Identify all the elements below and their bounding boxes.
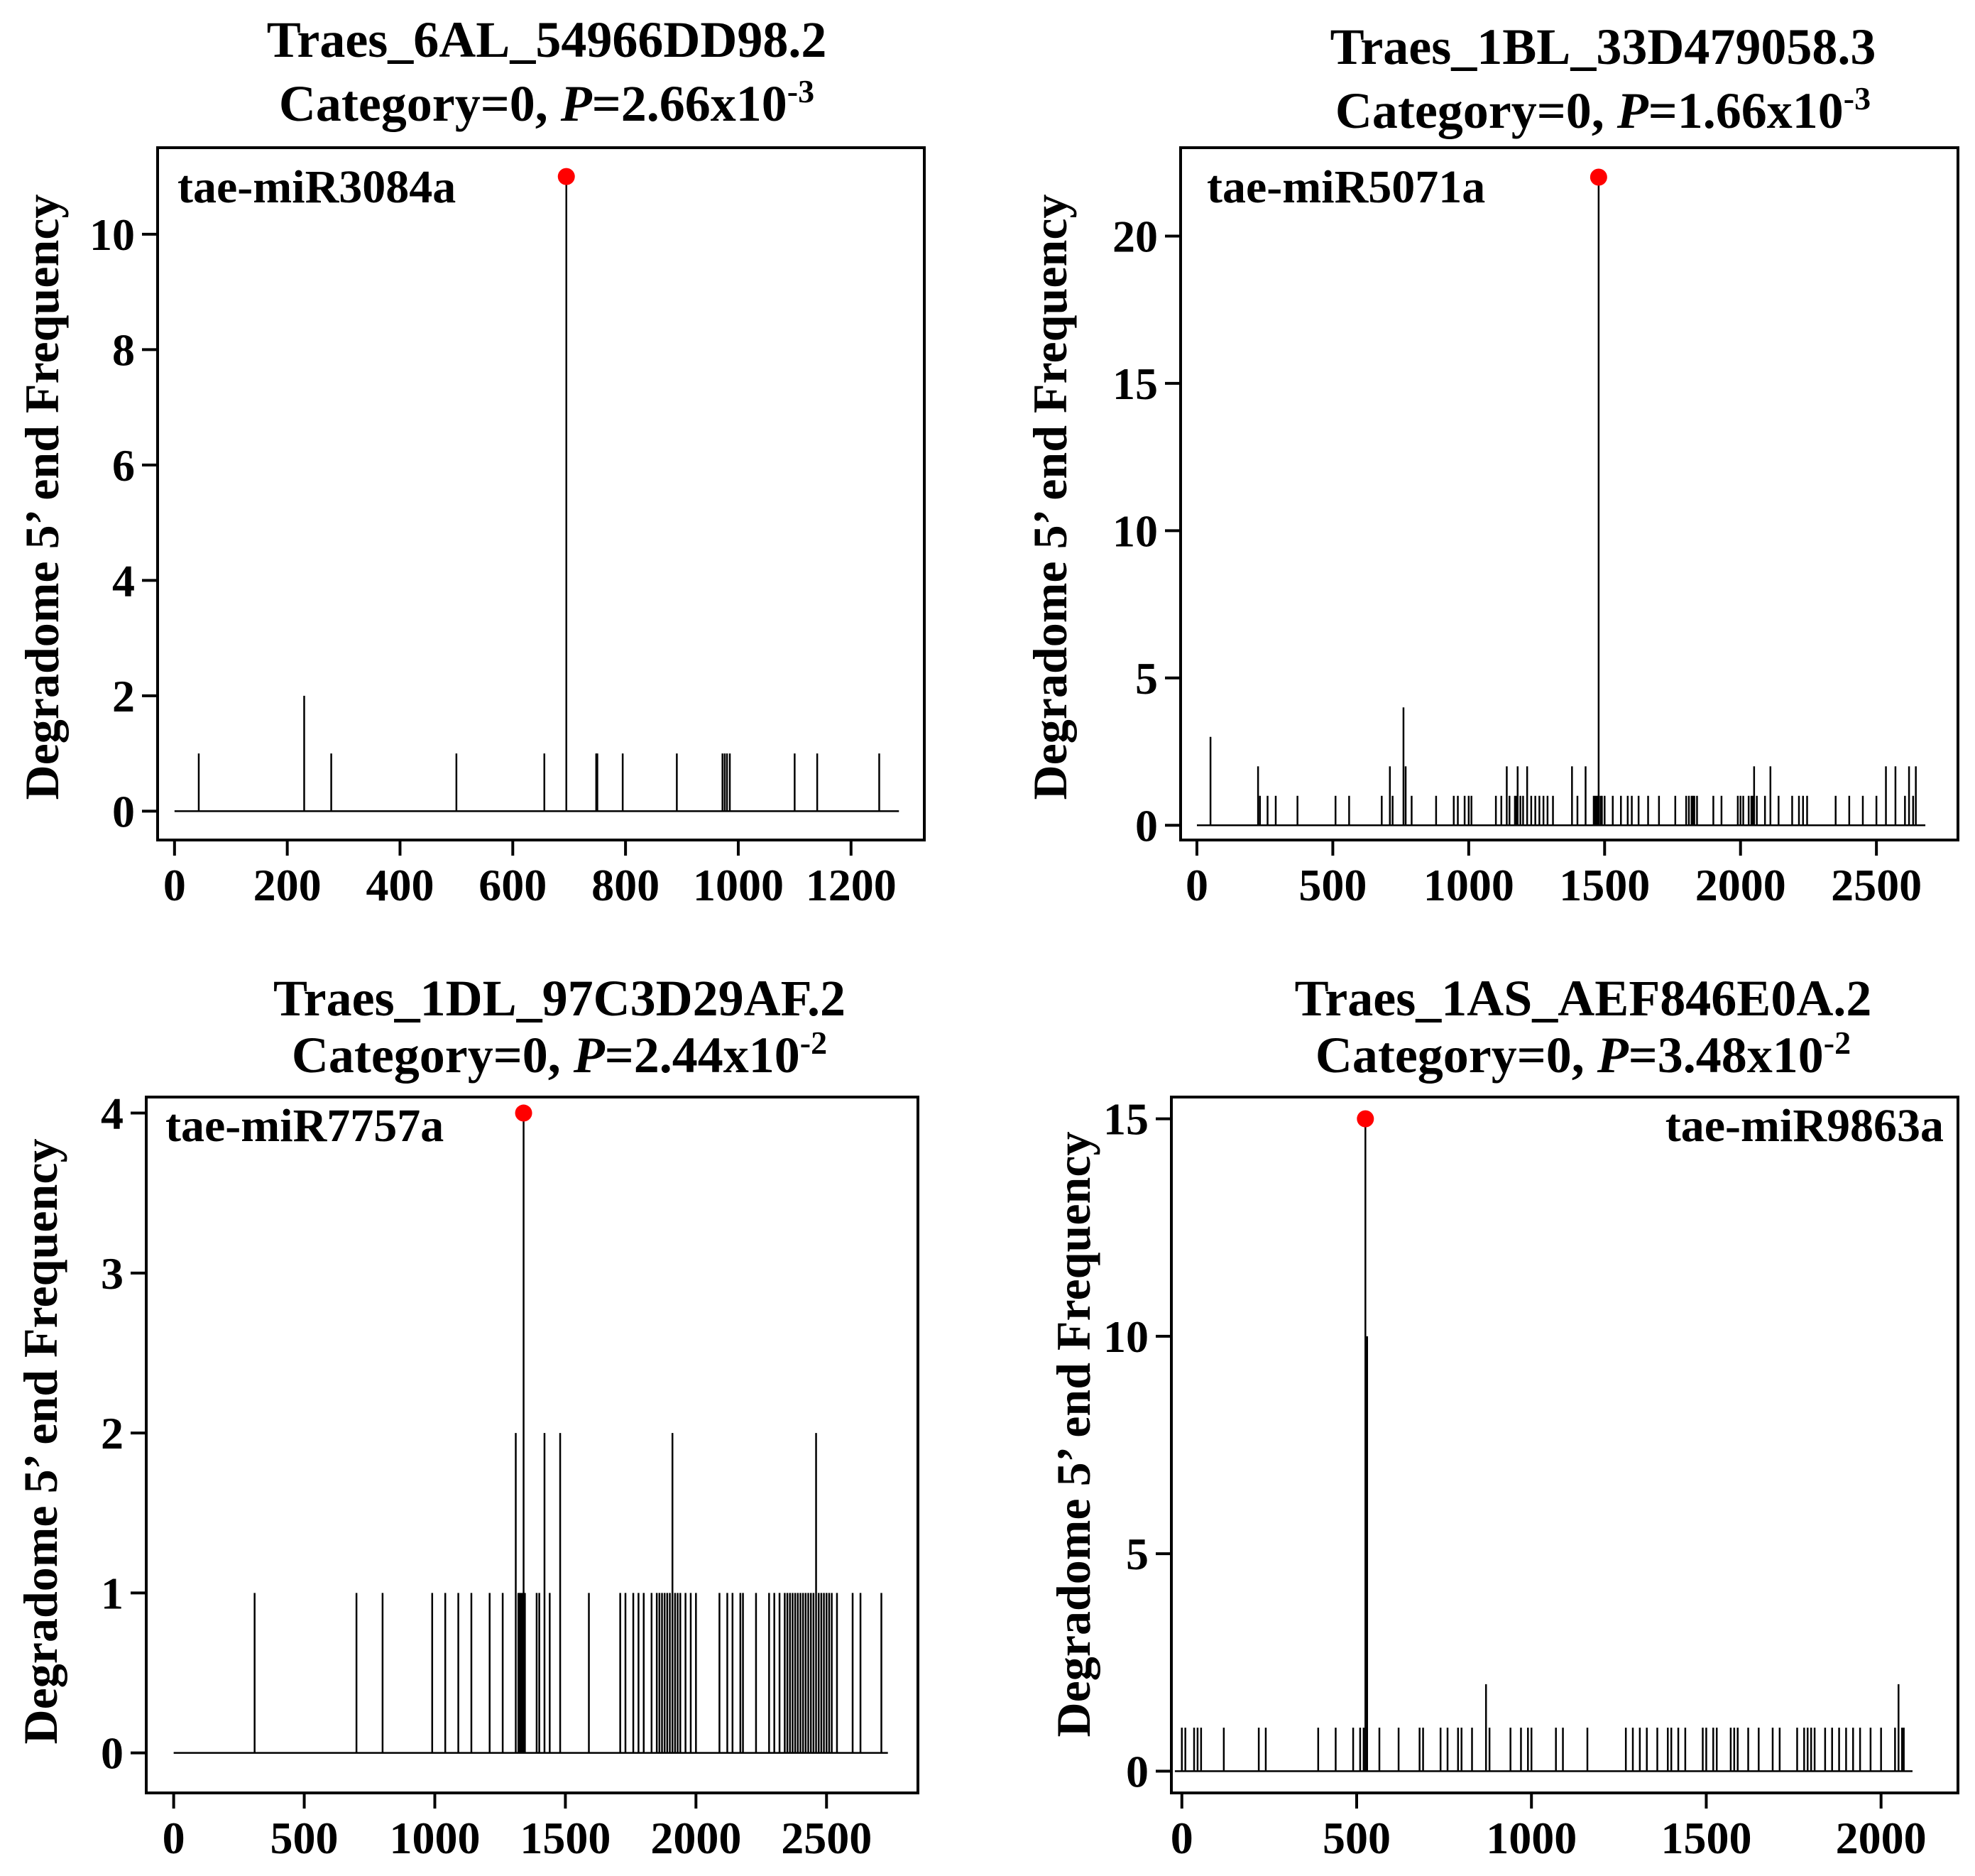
p-value: =2.66x10: [592, 75, 787, 132]
cleavage-site-marker: [1590, 168, 1607, 186]
x-tick-label: 2000: [1836, 1813, 1927, 1863]
plot-frame: [1179, 146, 1959, 841]
y-tick-label: 5: [1135, 653, 1158, 704]
x-tick-label: 500: [1298, 860, 1367, 910]
y-tick-label: 0: [112, 786, 135, 836]
y-tick-label: 15: [1112, 359, 1158, 409]
y-tick-label: 2: [101, 1408, 124, 1458]
x-tick-label: 0: [163, 860, 186, 910]
x-tick-label: 500: [270, 1813, 339, 1863]
x-tick-label: 1000: [693, 860, 784, 910]
x-tick-label: 2500: [781, 1813, 872, 1863]
y-tick-label: 20: [1112, 211, 1158, 261]
p-value: =1.66x10: [1648, 82, 1844, 139]
mirna-label: tae-miR5071a: [1207, 161, 1485, 213]
plot-frame: [145, 1096, 919, 1794]
p-value: =3.48x10: [1629, 1027, 1824, 1084]
mirna-label: tae-miR7757a: [165, 1100, 444, 1152]
y-tick-label: 0: [1135, 800, 1158, 851]
y-tick-label: 10: [1103, 1311, 1149, 1362]
chart-subtitle: Category=0, P=2.66x10-3: [279, 73, 814, 132]
x-tick-label: 1500: [1559, 860, 1650, 910]
category-text: Category=0,: [1335, 82, 1617, 139]
x-tick-label: 600: [478, 860, 547, 910]
x-tick-label: 2500: [1831, 860, 1922, 910]
chart-title: Traes_1DL_97C3D29AF.2: [273, 970, 846, 1027]
cleavage-site-marker: [515, 1104, 532, 1122]
y-tick-label: 10: [89, 209, 135, 260]
chart-title: Traes_6AL_54966DD98.2: [267, 11, 827, 68]
p-symbol: P: [560, 75, 593, 132]
y-tick-label: 0: [101, 1728, 124, 1779]
x-tick-label: 200: [253, 860, 322, 910]
x-tick-label: 0: [1171, 1813, 1193, 1863]
category-text: Category=0,: [279, 75, 561, 132]
y-axis-title: Degradome 5’ end Frequency: [13, 1138, 67, 1744]
y-axis-title: Degradome 5’ end Frequency: [15, 194, 69, 800]
x-tick-label: 400: [366, 860, 434, 910]
chart-subtitle: Category=0, P=1.66x10-3: [1335, 80, 1871, 139]
p-exponent: -3: [787, 73, 814, 109]
y-tick-label: 1: [101, 1568, 124, 1618]
plot-frame: [1170, 1096, 1959, 1794]
y-tick-label: 3: [101, 1248, 124, 1299]
chart-title: Traes_1AS_AEF846E0A.2: [1295, 970, 1872, 1027]
x-tick-label: 2000: [1695, 860, 1786, 910]
y-tick-label: 2: [112, 671, 135, 721]
x-tick-label: 500: [1323, 1813, 1391, 1863]
x-tick-label: 1000: [389, 1813, 480, 1863]
mirna-label: tae-miR3084a: [177, 161, 456, 213]
x-tick-label: 0: [1186, 860, 1208, 910]
x-tick-label: 1500: [1661, 1813, 1751, 1863]
category-text: Category=0,: [292, 1027, 574, 1084]
x-tick-label: 1000: [1423, 860, 1514, 910]
cleavage-site-marker: [557, 168, 575, 185]
y-axis-title: Degradome 5’ end Frequency: [1046, 1131, 1100, 1737]
plot-frame: [156, 146, 926, 841]
x-tick-label: 800: [591, 860, 660, 910]
p-symbol: P: [1597, 1027, 1629, 1084]
p-value: =2.44x10: [605, 1027, 800, 1084]
y-axis-title: Degradome 5’ end Frequency: [1023, 194, 1077, 800]
x-tick-label: 2000: [650, 1813, 741, 1863]
cleavage-site-marker: [1357, 1110, 1374, 1128]
y-tick-label: 8: [112, 325, 135, 375]
p-exponent: -2: [1824, 1025, 1851, 1061]
chart-title: Traes_1BL_33D479058.3: [1330, 18, 1876, 75]
mirna-label: tae-miR9863a: [1665, 1100, 1944, 1152]
y-tick-label: 15: [1103, 1094, 1149, 1145]
y-tick-label: 0: [1126, 1746, 1149, 1796]
y-tick-label: 5: [1126, 1529, 1149, 1579]
category-text: Category=0,: [1315, 1027, 1597, 1084]
chart-subtitle: Category=0, P=3.48x10-2: [1315, 1025, 1851, 1084]
chart-subtitle: Category=0, P=2.44x10-2: [292, 1025, 827, 1084]
y-tick-label: 4: [112, 555, 135, 606]
y-tick-label: 10: [1112, 506, 1158, 556]
y-tick-label: 6: [112, 440, 135, 491]
x-tick-label: 0: [163, 1813, 185, 1863]
p-exponent: -2: [800, 1025, 827, 1061]
p-symbol: P: [1616, 82, 1649, 139]
p-symbol: P: [573, 1027, 606, 1084]
x-tick-label: 1200: [806, 860, 897, 910]
x-tick-label: 1500: [520, 1813, 611, 1863]
p-exponent: -3: [1844, 80, 1871, 116]
y-tick-label: 4: [101, 1089, 124, 1139]
x-tick-label: 1000: [1486, 1813, 1577, 1863]
